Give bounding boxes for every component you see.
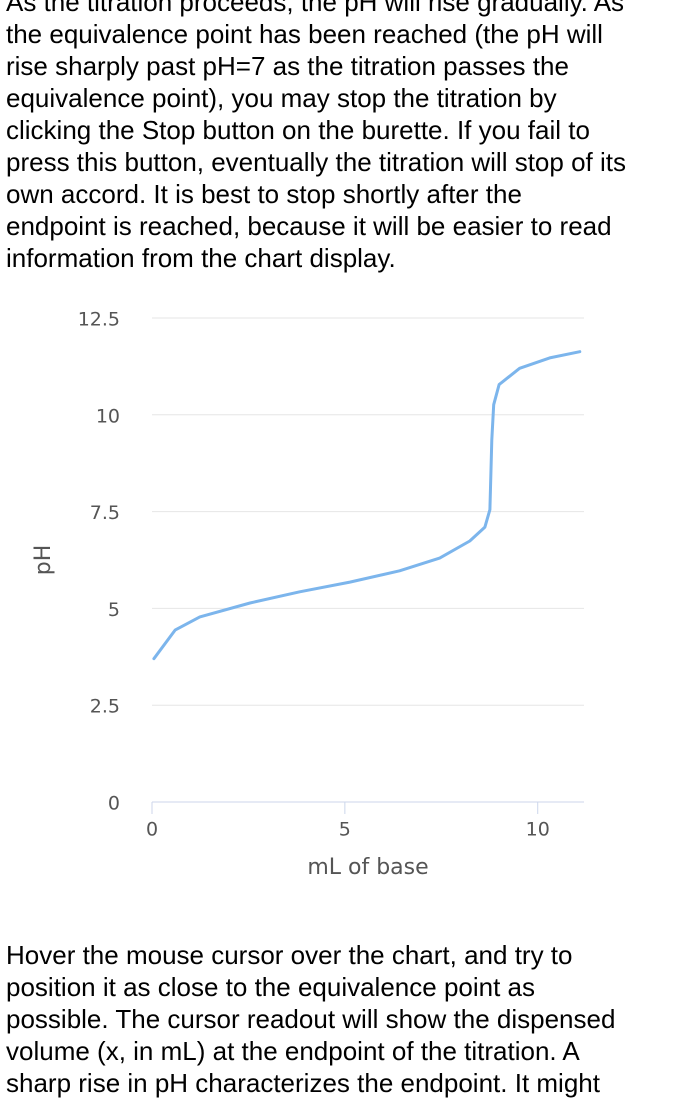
text-line: sharp rise in pH characterizes the endpo…: [6, 1068, 600, 1098]
y-tick-label: 5: [108, 599, 120, 621]
y-tick-label: 10: [96, 405, 120, 427]
text-line: As the titration proceeds, the pH will r…: [6, 0, 625, 17]
y-tick-label: 12.5: [78, 309, 120, 331]
text-line: own accord. It is best to stop shortly a…: [6, 179, 522, 209]
x-tick-label: 10: [526, 819, 550, 841]
text-line: clicking the Stop button on the burette.…: [6, 115, 590, 145]
text-line: press this button, eventually the titrat…: [6, 147, 626, 177]
x-tick-label: 0: [146, 819, 158, 841]
text-line: the equivalence point has been reached (…: [6, 19, 603, 49]
y-tick-label: 7.5: [90, 502, 120, 524]
x-axis-label: mL of base: [307, 855, 428, 880]
text-line: Hover the mouse cursor over the chart, a…: [6, 940, 573, 970]
data-line: [152, 350, 582, 661]
y-tick-label: 2.5: [90, 696, 120, 718]
text-line: equivalence point), you may stop the tit…: [6, 83, 557, 113]
text-line: possible. The cursor readout will show t…: [6, 1004, 616, 1034]
text-line: rise sharply past pH=7 as the titration …: [6, 51, 569, 81]
x-tick-label: 5: [339, 819, 351, 841]
text-line: endpoint is reached, because it will be …: [6, 211, 612, 241]
text-line: position it as close to the equivalence …: [6, 972, 536, 1002]
y-tick-label: 0: [108, 793, 120, 815]
text-line: volume (x, in mL) at the endpoint of the…: [6, 1036, 580, 1066]
y-axis-label: pH: [31, 545, 56, 576]
text-line: information from the chart display.: [6, 243, 396, 273]
